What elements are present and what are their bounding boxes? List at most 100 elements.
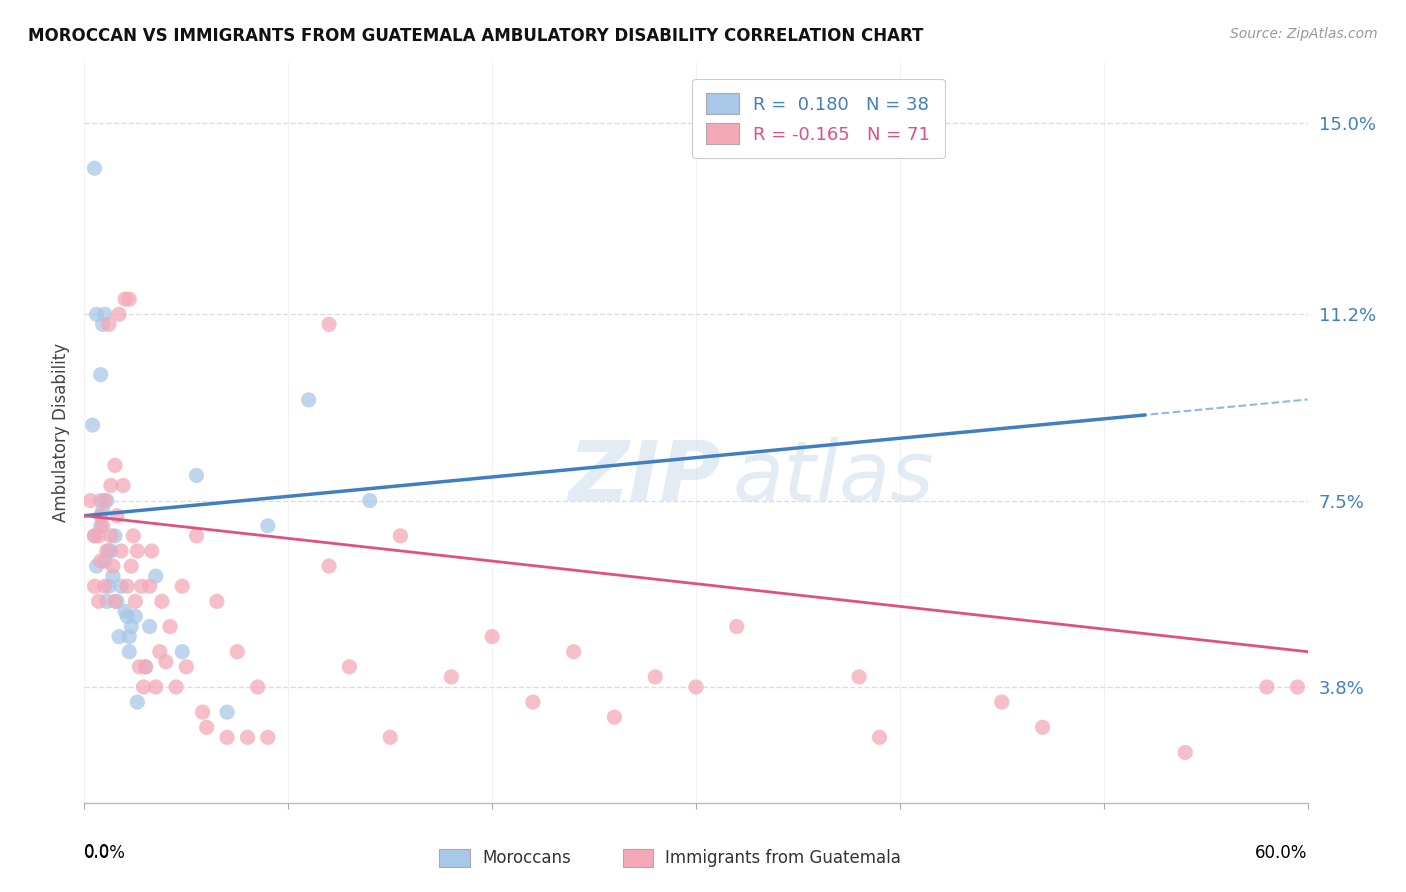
Point	[87, 594, 110, 608]
Point	[236, 731, 259, 745]
Point	[318, 318, 340, 332]
Point	[155, 655, 177, 669]
Point	[127, 544, 149, 558]
Point	[522, 695, 544, 709]
Point	[97, 579, 120, 593]
Point	[135, 660, 157, 674]
Point	[108, 630, 131, 644]
Point	[1032, 720, 1054, 734]
Point	[138, 579, 160, 593]
Point	[1286, 680, 1309, 694]
Point	[186, 529, 208, 543]
Point	[86, 307, 108, 321]
Point	[186, 468, 208, 483]
Point	[226, 645, 249, 659]
Text: Source: ZipAtlas.com: Source: ZipAtlas.com	[1230, 27, 1378, 41]
Point	[83, 529, 105, 543]
Point	[195, 720, 218, 734]
Point	[114, 292, 136, 306]
Point	[172, 579, 194, 593]
Point	[124, 594, 146, 608]
Point	[90, 493, 112, 508]
FancyBboxPatch shape	[439, 848, 470, 867]
Point	[1256, 680, 1278, 694]
Text: MOROCCAN VS IMMIGRANTS FROM GUATEMALA AMBULATORY DISABILITY CORRELATION CHART: MOROCCAN VS IMMIGRANTS FROM GUATEMALA AM…	[28, 27, 924, 45]
Point	[246, 680, 269, 694]
Point	[101, 569, 124, 583]
Point	[115, 609, 138, 624]
Point	[105, 594, 128, 608]
Point	[257, 731, 280, 745]
Point	[217, 731, 239, 745]
Point	[172, 645, 194, 659]
Point	[83, 529, 105, 543]
Point	[389, 529, 412, 543]
Point	[108, 307, 131, 321]
Point	[127, 695, 149, 709]
Point	[93, 579, 115, 593]
Y-axis label: Ambulatory Disability: Ambulatory Disability	[52, 343, 70, 522]
Point	[122, 529, 145, 543]
Point	[100, 478, 122, 492]
Point	[118, 630, 141, 644]
Point	[90, 518, 112, 533]
Point	[359, 493, 381, 508]
Text: 60.0%: 60.0%	[1256, 844, 1308, 862]
Text: 0.0%: 0.0%	[84, 844, 127, 862]
Point	[150, 594, 173, 608]
Point	[440, 670, 463, 684]
Point	[174, 660, 197, 674]
Point	[91, 504, 114, 518]
Point	[481, 630, 503, 644]
Point	[217, 705, 239, 719]
Point	[104, 529, 127, 543]
Point	[205, 594, 228, 608]
Text: atlas: atlas	[733, 436, 935, 517]
Point	[97, 318, 120, 332]
Point	[90, 368, 112, 382]
Point	[79, 493, 101, 508]
Point	[90, 554, 112, 568]
FancyBboxPatch shape	[623, 848, 654, 867]
Point	[141, 544, 163, 558]
Point	[869, 731, 891, 745]
Point	[257, 518, 280, 533]
Point	[105, 508, 128, 523]
Point	[848, 670, 870, 684]
Point	[298, 392, 321, 407]
Legend: R =  0.180   N = 38, R = -0.165   N = 71: R = 0.180 N = 38, R = -0.165 N = 71	[692, 78, 945, 159]
Text: 0.0: 0.0	[84, 843, 111, 861]
Point	[120, 619, 142, 633]
Point	[104, 594, 127, 608]
Point	[104, 458, 127, 473]
Point	[145, 569, 167, 583]
Point	[93, 307, 115, 321]
Point	[118, 292, 141, 306]
Point	[603, 710, 626, 724]
Point	[101, 559, 124, 574]
Point	[93, 554, 115, 568]
Point	[120, 559, 142, 574]
Point	[145, 680, 167, 694]
Point	[91, 318, 114, 332]
Point	[339, 660, 361, 674]
Point	[110, 544, 132, 558]
Point	[149, 645, 172, 659]
Point	[318, 559, 340, 574]
Point	[159, 619, 181, 633]
Point	[96, 544, 118, 558]
Point	[90, 508, 112, 523]
Point	[86, 559, 108, 574]
Point	[93, 493, 115, 508]
Point	[138, 619, 160, 633]
Point	[110, 579, 132, 593]
Point	[91, 518, 114, 533]
Point	[96, 493, 118, 508]
Point	[114, 604, 136, 618]
Point	[87, 529, 110, 543]
Point	[112, 478, 135, 492]
Point	[82, 418, 104, 433]
Point	[644, 670, 666, 684]
Point	[131, 579, 153, 593]
Point	[991, 695, 1014, 709]
